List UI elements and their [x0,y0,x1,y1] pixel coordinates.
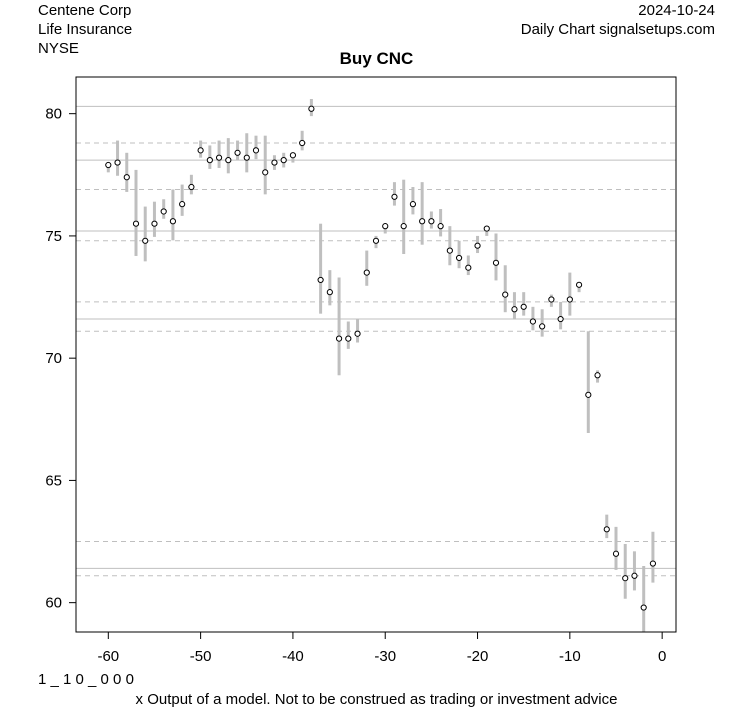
close-point [326,289,333,296]
price-levels [76,105,676,577]
close-point [280,157,287,164]
close-point [649,560,657,567]
x-tick-label: -20 [467,648,489,665]
x-axis: -60 -50 -40 -30 -20 -10 0 [97,632,666,665]
close-point [483,225,490,232]
close-point [539,323,546,330]
close-point [169,218,177,225]
close-point [317,276,324,284]
close-point [354,330,361,337]
close-point [123,174,130,181]
close-point [529,318,537,325]
x-tick-label: 0 [658,648,666,665]
y-tick-label: 80 [45,106,62,123]
close-point [575,281,583,288]
close-point [225,157,232,164]
close-point [308,105,315,112]
range-bars [106,99,655,633]
close-point [179,201,186,208]
close-point [160,208,167,215]
close-point [419,218,426,225]
y-tick-label: 70 [45,350,62,367]
plot-frame [75,76,677,633]
close-point [511,306,518,313]
model-code: 1 _ 1 0 _ 0 0 0 [38,671,134,688]
close-point [372,237,380,244]
close-point [299,139,306,147]
close-point [409,201,417,208]
close-point [234,149,241,156]
close-point [400,223,407,230]
close-point [151,220,158,227]
close-point [206,157,213,164]
x-tick-label: -60 [97,648,119,665]
close-point [492,259,500,266]
close-point [437,223,444,230]
y-axis: 60 65 70 75 80 [45,106,76,612]
close-point [391,193,398,200]
close-point [252,147,260,154]
y-tick-label: 75 [45,228,62,245]
x-tick-label: -50 [190,648,212,665]
chart-source: Daily Chart signalsetups.com [520,21,715,38]
close-point [502,291,509,298]
close-points [105,105,657,611]
close-point [215,154,223,161]
close-point [105,161,112,169]
close-point [188,183,195,191]
close-point [622,575,629,582]
close-point [640,604,647,611]
close-point [428,218,435,225]
chart-date: 2024-10-24 [638,2,715,19]
close-point [474,242,481,249]
close-point [243,154,250,161]
close-point [197,147,204,154]
close-point [585,391,592,398]
close-point [566,296,573,303]
close-point [594,372,601,379]
close-point [271,159,278,166]
close-point [382,223,389,230]
disclaimer: x Output of a model. Not to be construed… [135,691,618,708]
close-point [465,264,472,271]
close-point [520,303,527,310]
close-point [345,335,352,342]
close-point [631,572,638,579]
chart-title: Buy CNC [339,49,414,68]
y-tick-label: 60 [45,595,62,612]
close-point [603,526,610,533]
close-point [548,296,555,303]
x-tick-label: -30 [374,648,396,665]
company-name: Centene Corp [38,2,132,19]
close-point [363,269,370,276]
close-point [289,152,297,159]
close-point [132,220,140,227]
close-point [446,247,453,254]
close-point [262,169,269,176]
close-point [335,335,343,342]
x-tick-label: -10 [559,648,581,665]
y-tick-label: 65 [45,472,62,489]
close-point [142,237,149,244]
close-point [114,159,121,166]
close-point [455,254,463,262]
industry-label: Life Insurance [38,21,133,38]
x-tick-label: -40 [282,648,304,665]
exchange-label: NYSE [38,40,79,57]
close-point [557,315,564,323]
close-point [612,550,620,557]
